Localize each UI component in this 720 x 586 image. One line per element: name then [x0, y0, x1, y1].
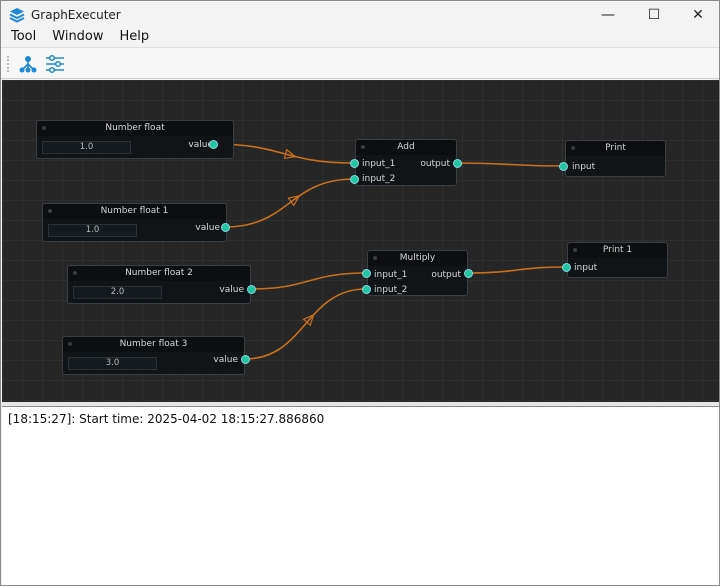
edge-arrow-icon — [302, 313, 315, 327]
log-panel[interactable]: [18:15:27]: Start time: 2025-04-02 18:15… — [2, 406, 719, 585]
edge[interactable] — [244, 288, 367, 360]
port-label: input_2 — [362, 174, 396, 184]
value-field[interactable]: 1.0 — [42, 141, 131, 154]
graph-tree-icon[interactable] — [17, 53, 39, 75]
node-number-float[interactable]: Number float 1.0 value — [36, 120, 234, 159]
minimize-button[interactable]: — — [601, 7, 615, 23]
port-label: input — [572, 162, 596, 172]
splitter-handle[interactable] — [2, 402, 719, 406]
node-title: Print 1 — [602, 245, 633, 255]
value-field[interactable]: 1.0 — [48, 224, 137, 237]
node-title: Multiply — [399, 253, 436, 263]
node-status-dot — [361, 145, 365, 149]
menu-window[interactable]: Window — [52, 29, 104, 44]
node-status-dot — [73, 271, 77, 275]
sliders-icon[interactable] — [44, 53, 66, 75]
node-title: Add — [397, 142, 415, 152]
node-title: Number float 3 — [119, 339, 188, 349]
node-title: Number float 2 — [125, 268, 193, 278]
port-m1[interactable] — [361, 268, 371, 278]
edge-arrow-icon — [287, 195, 301, 207]
port-label: input_2 — [374, 285, 408, 295]
menu-tool[interactable]: Tool — [11, 29, 37, 44]
port-label: value — [188, 140, 213, 150]
port-p1[interactable] — [561, 262, 571, 272]
port-label: value — [213, 355, 238, 365]
port-ao[interactable] — [452, 158, 462, 168]
close-button[interactable]: ✕ — [692, 7, 704, 23]
node-graph-canvas[interactable]: Number float 1.0 value Number float 1 1.… — [2, 80, 719, 402]
maximize-button[interactable]: ☐ — [647, 7, 661, 23]
menu-bar: Tool Window Help — [1, 29, 155, 47]
port-nf3[interactable] — [240, 354, 250, 364]
log-line: [18:15:27]: Start time: 2025-04-02 18:15… — [8, 412, 325, 426]
value-field[interactable]: 2.0 — [73, 286, 162, 299]
node-title: Print — [605, 143, 626, 153]
edge-arrow-icon — [283, 148, 297, 160]
node-print[interactable]: Print input — [565, 140, 666, 177]
port-label: input — [574, 263, 598, 273]
port-m2[interactable] — [361, 284, 371, 294]
node-title: Number float — [105, 123, 165, 133]
port-label: value — [195, 223, 220, 233]
node-multiply[interactable]: Multiply input_1 input_2 output — [367, 250, 468, 296]
node-title: Number float 1 — [100, 206, 169, 216]
node-number-float-2[interactable]: Number float 2 2.0 value — [67, 265, 251, 304]
window-title: GraphExecuter — [31, 8, 121, 22]
port-nf2[interactable] — [246, 284, 256, 294]
toolbar-grip[interactable] — [7, 56, 9, 72]
port-nf0[interactable] — [208, 139, 218, 149]
port-label: output — [420, 159, 450, 169]
node-status-dot — [373, 256, 377, 260]
port-a2[interactable] — [349, 174, 359, 184]
port-label: input_1 — [374, 270, 408, 280]
value-field[interactable]: 3.0 — [68, 357, 157, 370]
edge[interactable] — [467, 266, 567, 274]
toolbar — [1, 47, 719, 79]
port-label: value — [219, 285, 244, 295]
port-nf1[interactable] — [220, 222, 230, 232]
port-mo[interactable] — [463, 268, 473, 278]
port-a1[interactable] — [349, 158, 359, 168]
node-status-dot — [42, 126, 46, 130]
app-logo-icon — [9, 8, 25, 23]
node-number-float-3[interactable]: Number float 3 3.0 value — [62, 336, 245, 375]
title-bar: GraphExecuter — ☐ ✕ — [1, 1, 719, 29]
node-status-dot — [68, 342, 72, 346]
node-number-float-1[interactable]: Number float 1 1.0 value — [42, 203, 227, 242]
menu-help[interactable]: Help — [119, 29, 150, 44]
edge[interactable] — [456, 162, 564, 167]
port-label: input_1 — [362, 159, 396, 169]
edges-layer — [212, 143, 567, 360]
port-label: output — [431, 270, 461, 280]
node-status-dot — [571, 146, 575, 150]
port-p[interactable] — [558, 161, 568, 171]
edge[interactable] — [212, 143, 355, 164]
node-print-1[interactable]: Print 1 input — [567, 242, 668, 278]
edge[interactable] — [224, 178, 355, 228]
edge[interactable] — [250, 272, 367, 290]
node-status-dot — [573, 248, 577, 252]
node-status-dot — [48, 209, 52, 213]
node-add[interactable]: Add input_1 input_2 output — [355, 139, 457, 186]
